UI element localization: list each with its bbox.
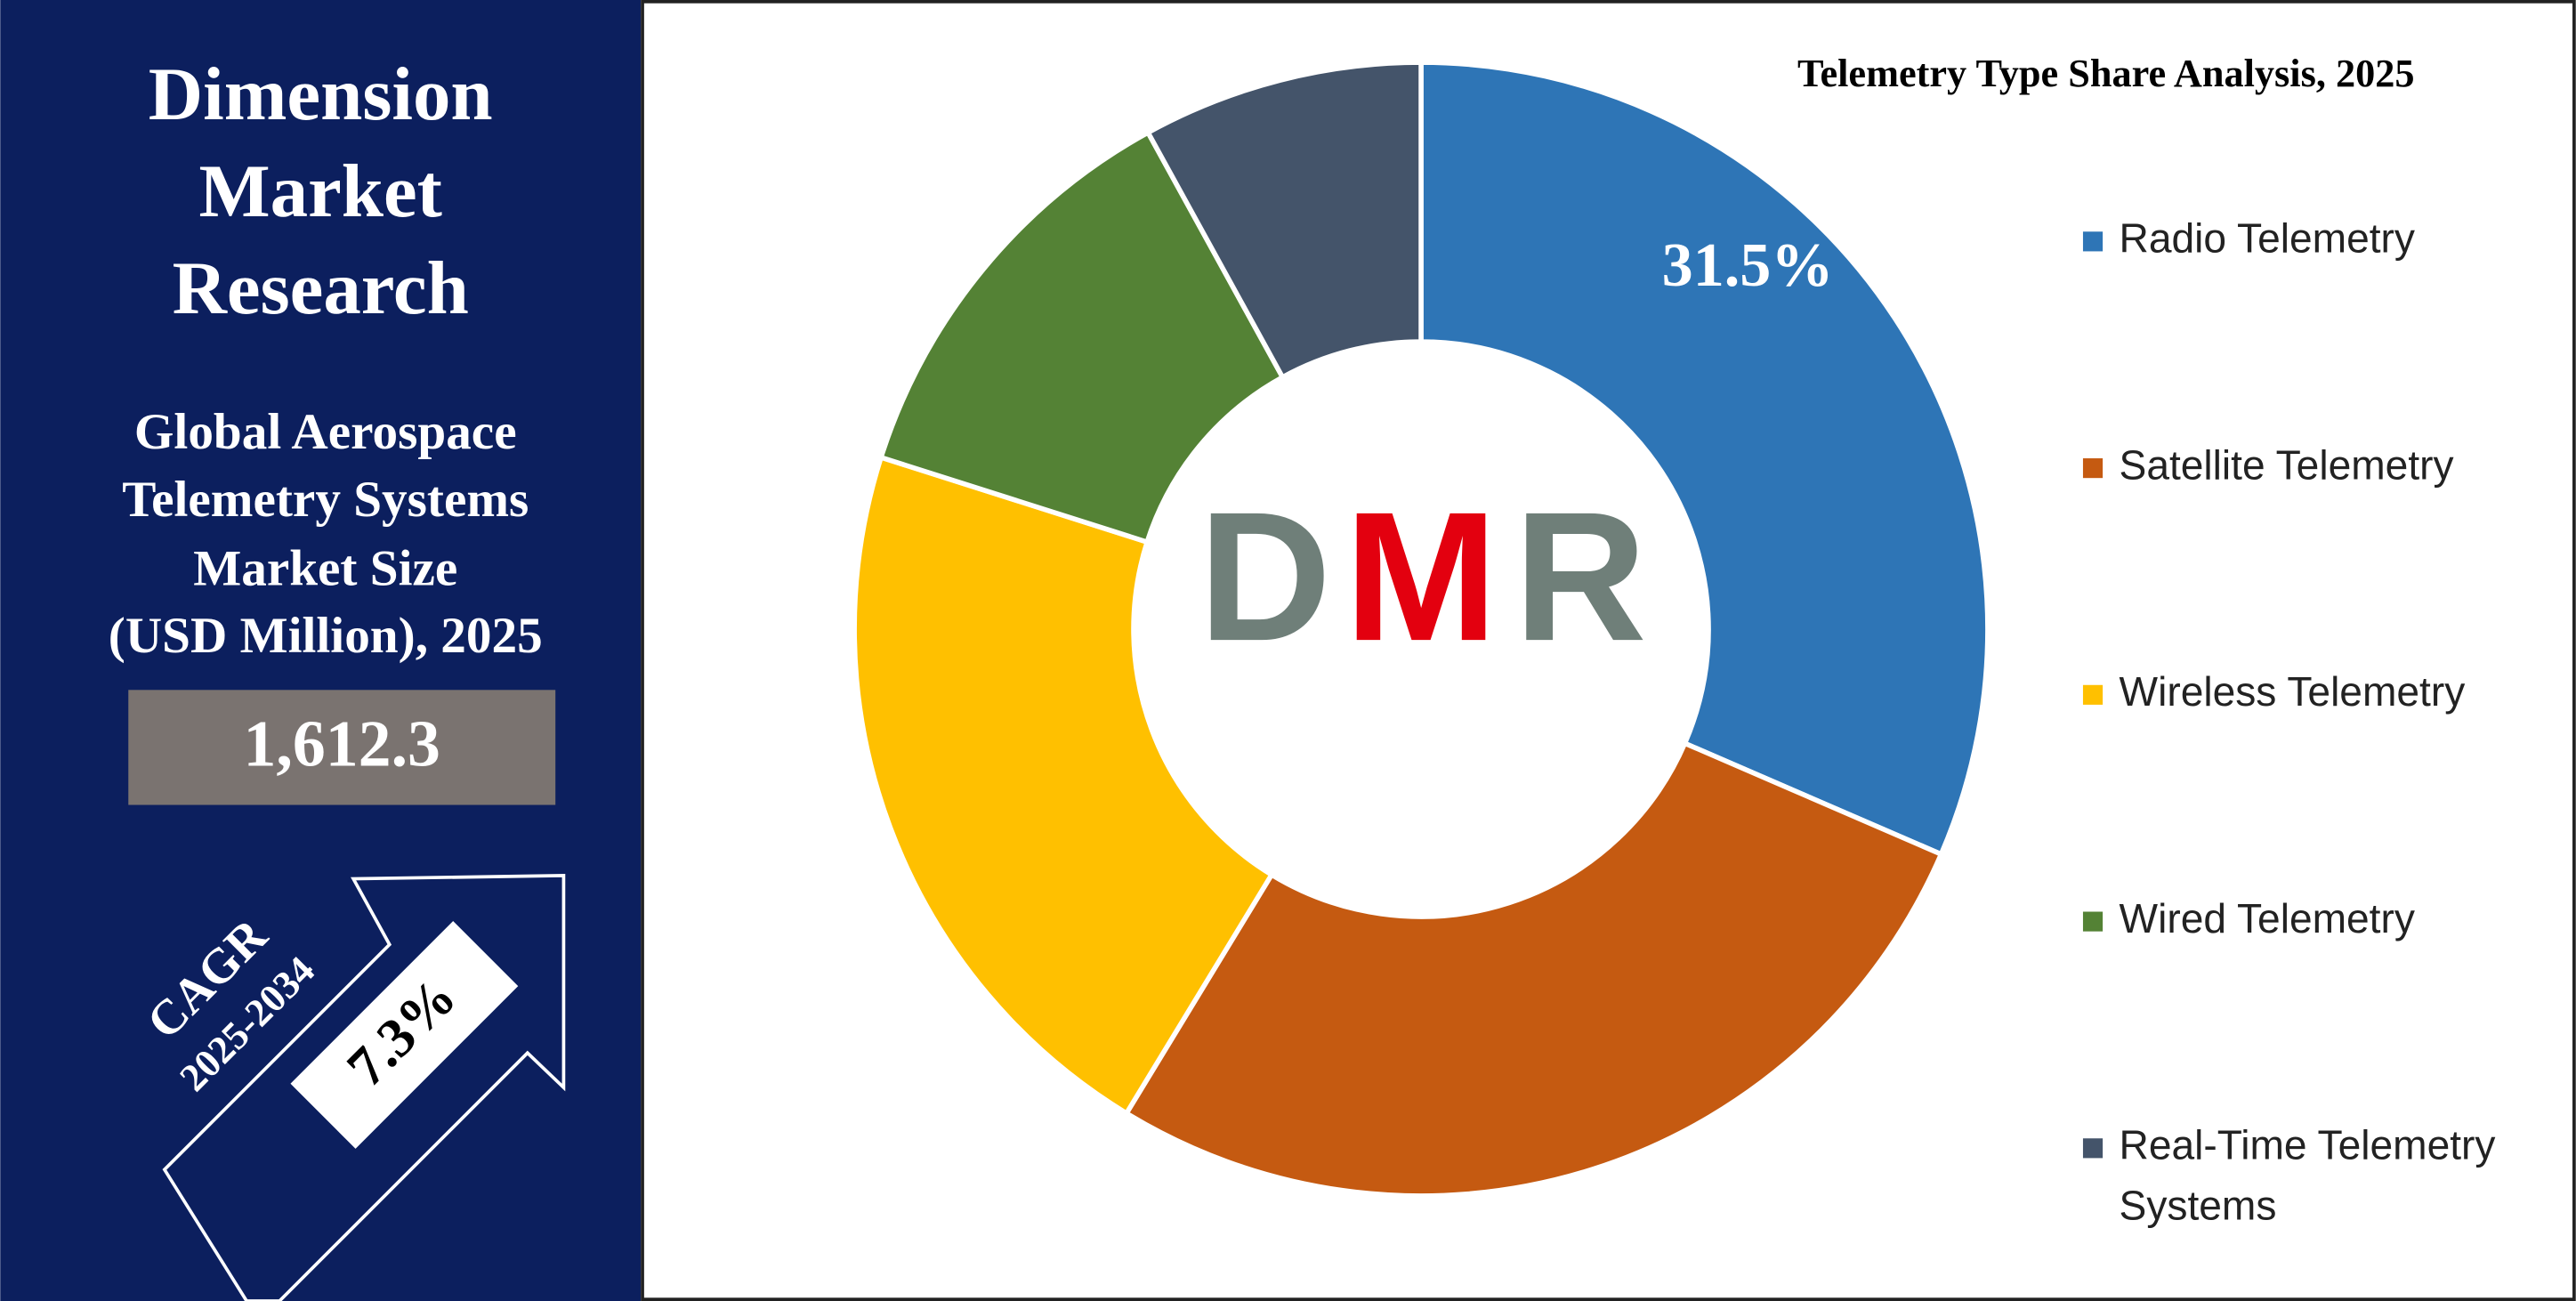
brand-line: Market — [198, 149, 441, 233]
legend-swatch — [2082, 231, 2104, 252]
legend-swatch — [2082, 458, 2104, 479]
subtitle-line: Telemetry Systems — [122, 472, 529, 528]
data-label: 31.5% — [1662, 230, 1834, 300]
legend-swatch — [2082, 684, 2104, 705]
subtitle-line: Market Size — [193, 540, 457, 596]
legend-label: Wired Telemetry — [2120, 895, 2415, 941]
logo-letter: R — [1514, 473, 1646, 679]
donut-slice — [877, 129, 1287, 545]
donut: 31.5% — [852, 60, 1991, 1199]
subtitle-line: (USD Million), 2025 — [109, 608, 543, 664]
brand-line: Dimension — [149, 53, 493, 136]
legend-label: Wireless Telemetry — [2120, 668, 2466, 715]
legend-swatch — [2082, 911, 2104, 932]
subtitle-line: Global Aerospace — [134, 404, 517, 460]
donut-slice — [1144, 60, 1424, 381]
legend-swatch — [2082, 1138, 2104, 1159]
logo-letter: M — [1345, 473, 1498, 679]
market-size-box — [128, 690, 556, 805]
legend: Radio Telemetry Satellite Telemetry Wirele… — [2082, 215, 2496, 1229]
legend-label: Radio Telemetry — [2120, 215, 2415, 262]
chart-title: Telemetry Type Share Analysis, 2025 — [1797, 52, 2415, 95]
cagr-box — [290, 921, 519, 1149]
brand-line: Research — [173, 246, 469, 330]
market-size: 1,612.3 — [243, 707, 440, 780]
legend-label: Satellite Telemetry — [2120, 441, 2454, 488]
donut-slice — [1123, 739, 1945, 1199]
logo: D M R — [1199, 473, 1647, 679]
legend-line: Real-Time Telemetry — [2120, 1122, 2496, 1168]
donut-slice — [1418, 60, 1991, 858]
cagr-arrow — [162, 874, 566, 1301]
legend-label: Real-Time Telemetry Systems — [2120, 1122, 2496, 1229]
donut-slice — [852, 454, 1275, 1117]
legend-line: Systems — [2120, 1183, 2277, 1229]
logo-letter: D — [1199, 473, 1331, 679]
